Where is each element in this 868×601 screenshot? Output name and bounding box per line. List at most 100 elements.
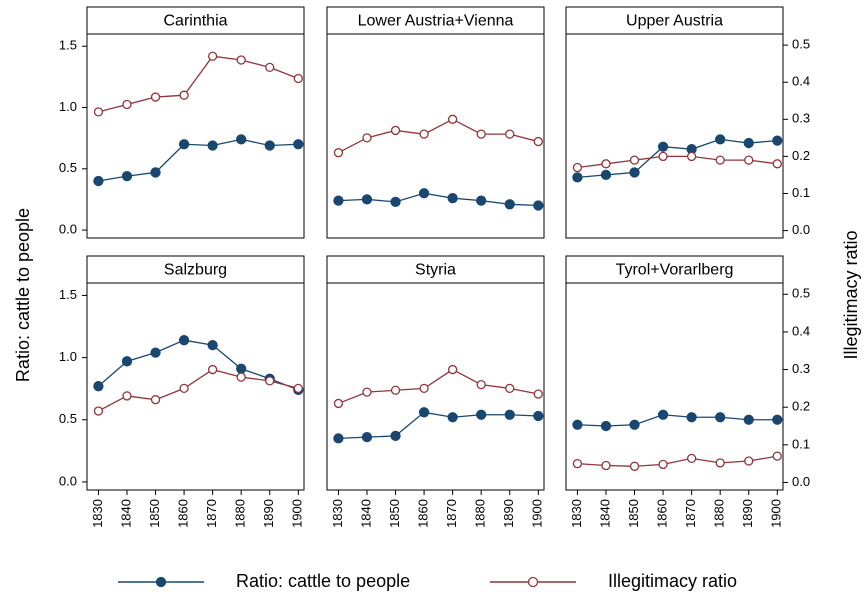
point — [657, 409, 669, 420]
y-tick-label: 0.0 — [59, 473, 77, 488]
point — [207, 364, 218, 375]
point — [533, 136, 543, 147]
point — [629, 167, 640, 178]
x-tick-label: 1830 — [569, 499, 584, 528]
point — [743, 137, 754, 149]
point — [476, 379, 486, 390]
x-tick-label: 1890 — [740, 499, 755, 528]
x-tick-label: 1890 — [501, 499, 516, 528]
point — [236, 55, 246, 65]
point — [572, 459, 583, 469]
panel-title: Tyrol+Vorarlberg — [616, 262, 734, 279]
point — [629, 419, 640, 430]
point — [265, 376, 275, 386]
point — [572, 162, 583, 173]
x-tick-label: 1880 — [712, 499, 727, 528]
point — [361, 194, 373, 205]
x-tick-label: 1850 — [387, 499, 402, 528]
point — [93, 406, 104, 416]
point — [505, 383, 515, 394]
point — [572, 172, 583, 183]
y2-tick-label: 0.3 — [792, 361, 810, 376]
series-line — [577, 155, 778, 169]
point — [293, 383, 303, 394]
panel-strip — [326, 255, 545, 284]
y-axis-title: Ratio: cattle to people — [13, 208, 33, 382]
point — [150, 167, 161, 178]
point — [715, 412, 726, 423]
y2-tick-label: 0.2 — [792, 399, 810, 414]
point — [744, 456, 754, 466]
point — [418, 407, 430, 418]
panel-title: Styria — [415, 262, 456, 279]
point — [362, 133, 372, 143]
point — [121, 356, 133, 367]
point — [504, 199, 515, 210]
x-tick-label: 1840 — [358, 499, 373, 528]
point — [658, 151, 668, 162]
point — [629, 155, 640, 165]
point — [236, 372, 246, 382]
point — [178, 139, 190, 150]
legend-label: Illegitimacy ratio — [608, 571, 737, 591]
point — [657, 141, 669, 152]
panel-strip — [326, 6, 545, 35]
point — [447, 193, 458, 204]
point — [686, 151, 697, 162]
point — [533, 389, 543, 399]
point — [504, 409, 515, 420]
point — [179, 90, 189, 100]
x-tick-label: 1900 — [530, 499, 545, 528]
y-tick-label: 0.5 — [59, 160, 77, 175]
y-tick-label: 1.5 — [59, 287, 77, 302]
point — [476, 129, 486, 139]
panel-title: Lower Austria+Vienna — [358, 13, 514, 30]
series-line — [98, 368, 299, 412]
x-tick-label: 1880 — [473, 499, 488, 528]
point — [715, 458, 725, 468]
x-tick-label: 1870 — [683, 499, 698, 528]
point — [333, 148, 344, 158]
point — [264, 140, 275, 151]
point — [333, 398, 344, 409]
x-tick-label: 1850 — [147, 499, 162, 528]
point — [236, 363, 247, 374]
panel-strip — [565, 255, 784, 284]
point — [772, 414, 783, 425]
point — [476, 195, 487, 206]
panel-title: Salzburg — [164, 262, 227, 279]
y-tick-label: 1.0 — [59, 99, 77, 114]
series-line — [338, 118, 539, 154]
point — [743, 414, 754, 425]
x-tick-label: 1830 — [90, 499, 105, 528]
point — [362, 387, 372, 397]
point — [600, 169, 612, 181]
x-tick-label: 1890 — [261, 499, 276, 528]
plot-area — [86, 33, 305, 239]
point — [772, 451, 782, 461]
point — [122, 391, 132, 401]
point — [505, 129, 515, 139]
point — [419, 129, 429, 139]
y-tick-label: 0.0 — [59, 221, 77, 236]
point — [390, 385, 401, 395]
point — [150, 347, 161, 358]
y-tick-label: 0.5 — [59, 411, 77, 426]
y2-tick-label: 0.1 — [792, 436, 810, 451]
point — [419, 383, 429, 394]
point — [744, 155, 754, 165]
y2-tick-label: 0.3 — [792, 111, 810, 126]
point — [265, 62, 275, 73]
point — [207, 140, 218, 151]
y2-tick-label: 0.0 — [792, 474, 810, 489]
point — [418, 188, 430, 199]
y-tick-label: 1.5 — [59, 38, 77, 53]
plot-area — [565, 282, 784, 491]
x-tick-label: 1850 — [626, 499, 641, 528]
point — [533, 200, 544, 211]
point — [390, 430, 401, 442]
point — [93, 107, 104, 117]
series-line — [577, 455, 778, 467]
point — [333, 433, 344, 444]
